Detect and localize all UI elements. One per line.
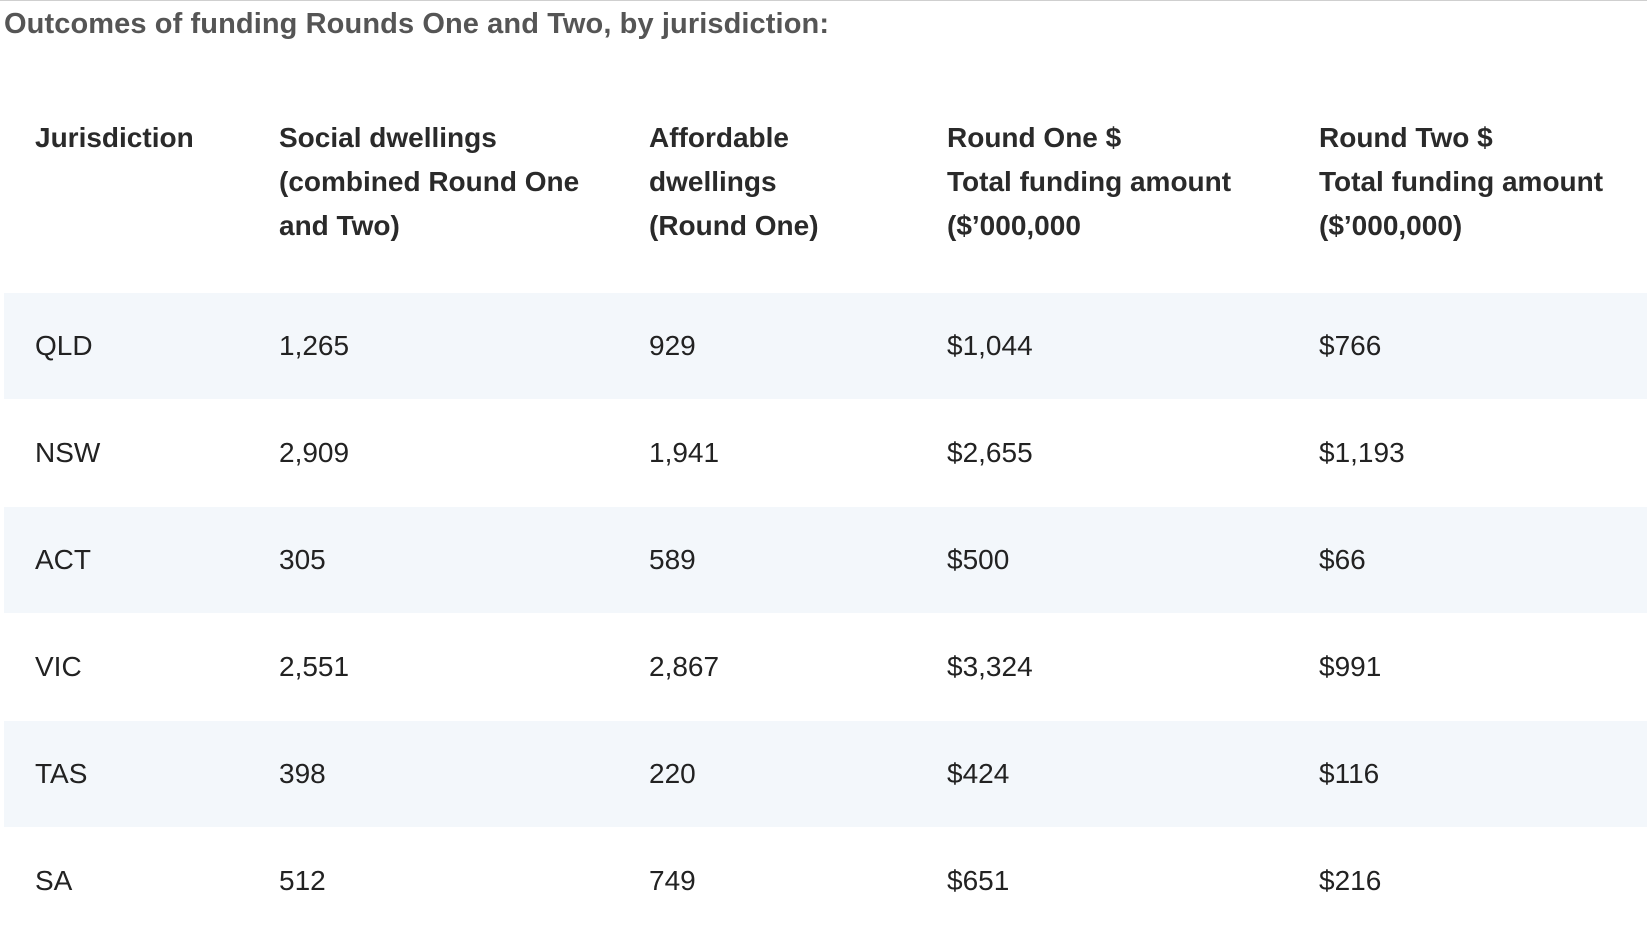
cell-social-dwellings: 1,265: [279, 330, 350, 361]
header-line: Round One $: [947, 122, 1122, 153]
header-line: dwellings: [649, 166, 777, 197]
header-line: (Round One): [649, 210, 819, 241]
cell-social-dwellings: 398: [279, 758, 326, 789]
header-line: ($’000,000): [1319, 210, 1463, 241]
header-line: Social dwellings: [279, 122, 497, 153]
cell-jurisdiction: TAS: [35, 758, 88, 789]
header-line: Jurisdiction: [35, 122, 194, 153]
cell-round-two-funding: $766: [1319, 330, 1382, 361]
cell-jurisdiction: VIC: [35, 651, 82, 682]
table-row: VIC 2,551 2,867 $3,324 $991: [4, 614, 1647, 720]
cell-social-dwellings: 305: [279, 544, 326, 575]
cell-affordable-dwellings: 220: [649, 758, 696, 789]
cell-round-two-funding: $66: [1319, 544, 1366, 575]
table-header-row: Jurisdiction Social dwellings (combined …: [4, 116, 1647, 292]
cell-affordable-dwellings: 1,941: [649, 437, 720, 468]
header-jurisdiction: Jurisdiction: [4, 116, 276, 160]
cell-affordable-dwellings: 2,867: [649, 651, 720, 682]
header-line: Affordable: [649, 122, 789, 153]
cell-round-one-funding: $424: [947, 758, 1010, 789]
funding-outcomes-table: Jurisdiction Social dwellings (combined …: [4, 116, 1647, 935]
cell-round-two-funding: $216: [1319, 865, 1382, 896]
cell-affordable-dwellings: 589: [649, 544, 696, 575]
header-affordable-dwellings: Affordable dwellings (Round One): [646, 116, 944, 248]
cell-round-one-funding: $2,655: [947, 437, 1033, 468]
table-row: QLD 1,265 929 $1,044 $766: [4, 293, 1647, 399]
cell-round-one-funding: $500: [947, 544, 1010, 575]
cell-round-one-funding: $3,324: [947, 651, 1033, 682]
cell-social-dwellings: 2,909: [279, 437, 350, 468]
top-divider: [0, 0, 1647, 1]
cell-jurisdiction: NSW: [35, 437, 101, 468]
cell-affordable-dwellings: 749: [649, 865, 696, 896]
cell-jurisdiction: SA: [35, 865, 73, 896]
cell-round-two-funding: $1,193: [1319, 437, 1405, 468]
header-round-one-funding: Round One $ Total funding amount ($’000,…: [944, 116, 1316, 248]
header-line: and Two): [279, 210, 400, 241]
cell-jurisdiction: QLD: [35, 330, 93, 361]
header-social-dwellings: Social dwellings (combined Round One and…: [276, 116, 646, 248]
header-round-two-funding: Round Two $ Total funding amount ($’000,…: [1316, 116, 1647, 248]
cell-round-two-funding: $116: [1319, 758, 1380, 789]
header-line: Round Two $: [1319, 122, 1493, 153]
cell-round-one-funding: $1,044: [947, 330, 1033, 361]
cell-social-dwellings: 2,551: [279, 651, 350, 682]
cell-social-dwellings: 512: [279, 865, 326, 896]
table-row: ACT 305 589 $500 $66: [4, 507, 1647, 613]
table-caption: Outcomes of funding Rounds One and Two, …: [4, 8, 830, 40]
header-line: ($’000,000: [947, 210, 1081, 241]
cell-round-one-funding: $651: [947, 865, 1010, 896]
table-row: TAS 398 220 $424 $116: [4, 721, 1647, 827]
table-row: NSW 2,909 1,941 $2,655 $1,193: [4, 400, 1647, 506]
cell-affordable-dwellings: 929: [649, 330, 696, 361]
table-row: SA 512 749 $651 $216: [4, 828, 1647, 934]
cell-jurisdiction: ACT: [35, 544, 91, 575]
header-line: Total funding amount: [947, 166, 1232, 197]
header-line: (combined Round One: [279, 166, 580, 197]
header-line: Total funding amount: [1319, 166, 1604, 197]
cell-round-two-funding: $991: [1319, 651, 1382, 682]
